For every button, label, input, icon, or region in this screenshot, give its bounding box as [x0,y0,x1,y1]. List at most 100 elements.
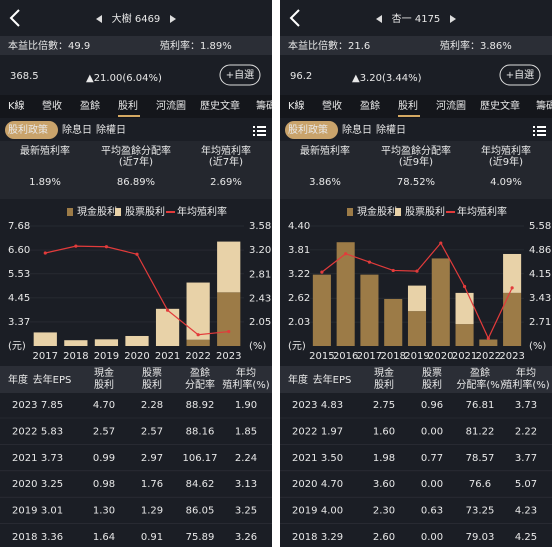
legend-swatch [446,211,455,213]
table-cell: 0.96 [421,400,443,411]
tab[interactable]: 盈餘 [360,99,380,112]
table-cell: 4.00 [321,506,343,517]
menu-dot [533,126,535,128]
watchlist-label[interactable]: +自選 [506,68,534,81]
table-cell: 4.83 [321,400,343,411]
price-change: ▲21.00(6.04%) [86,73,162,84]
table-cell: 2019 [292,506,317,517]
tab[interactable]: 河流圖 [436,99,466,112]
line-point [320,270,324,274]
tab[interactable]: 盈餘 [80,99,100,112]
table-cell: 79.03 [466,532,495,543]
subtab[interactable]: 除權日 [376,123,406,136]
line-point [486,336,490,340]
tab[interactable]: 河流圖 [156,99,186,112]
phone-panel: 大樹 6469 本益比倍數：49.9 殖利率：1.89% 368.5 ▲21.00(6.… [0,0,276,547]
subtab-pill[interactable] [285,121,338,139]
table-cell: 1.29 [141,506,163,517]
next-stock[interactable] [450,15,456,23]
table-cell: 2018 [12,532,37,543]
subtab[interactable]: 除權日 [96,123,126,136]
stat-label: 最新殖利率 [20,144,70,157]
bar-segment [503,292,522,346]
price-change: ▲3.20(3.44%) [352,73,422,84]
watchlist-button[interactable] [499,64,541,86]
phone-panel: 杏一 4175 本益比倍數：21.6 殖利率：3.86% 96.2 ▲3.20(3.44… [280,0,554,547]
table-cell: 1.97 [321,426,343,437]
table-cell: 3.50 [321,453,343,464]
watchlist-label[interactable]: +自選 [226,68,254,81]
legend-swatch [166,211,175,213]
bar-segment [384,298,403,346]
stat-value: 3.86% [309,177,341,188]
line-point [367,260,372,264]
menu-dot [533,130,535,132]
table-cell: 2.24 [235,453,257,464]
y2-tick-label: 5.58 [529,221,551,232]
stock-title: 大樹 6469 [112,12,161,25]
prev-stock[interactable] [96,15,102,23]
menu-line [537,130,546,132]
y-tick-label: 2.03 [288,317,310,328]
table-cell: 1.85 [235,426,257,437]
table-cell: 3.13 [235,479,257,490]
y-tick-label: 3.37 [8,317,30,328]
legend-label: 股票股利 [405,206,445,218]
stat-value: 86.89% [117,177,155,188]
table-cell: 88.92 [186,400,215,411]
legend-label: 年均殖利率 [177,205,227,218]
tab[interactable]: 歷史文章 [200,99,240,112]
back-button[interactable] [9,9,20,27]
x-tick-label: 2015 [309,351,334,362]
table-header-cell: 盈餘 [470,366,490,379]
subtab[interactable]: 股利政策 [288,123,328,136]
table-cell: 84.62 [186,479,215,490]
tab[interactable]: 營收 [42,99,62,112]
y-tick-label: 5.53 [8,269,30,280]
tab[interactable]: 股利 [118,100,138,112]
next-stock[interactable] [170,15,176,23]
table-cell: 0.00 [421,532,443,543]
tab[interactable]: 歷史文章 [480,99,520,112]
bar-segment [33,332,57,346]
table-cell: 3.25 [41,479,63,490]
x-tick-label: 2020 [428,351,453,362]
stat-label: (近9年) [399,155,433,168]
bar-segment [503,253,522,293]
bar-segment [479,339,498,346]
stats-box [280,141,552,199]
subtab[interactable]: 除息日 [342,123,372,136]
back-button[interactable] [289,9,300,27]
tab[interactable]: 籌碼 [536,99,554,112]
x-tick-label: 2018 [380,351,405,362]
subtab-pill[interactable] [5,121,58,139]
tab[interactable]: 營收 [322,99,342,112]
tab[interactable]: K線 [288,99,305,112]
table-cell: 0.00 [421,426,443,437]
dividend-yield: 殖利率：1.89% [160,39,232,52]
tab-bar [0,95,272,118]
x-tick-label: 2023 [216,351,241,362]
x-tick-label: 2017 [33,351,58,362]
table-cell: 0.77 [421,453,443,464]
y2-unit: (%) [529,341,546,352]
table-cell: 2.97 [141,453,163,464]
table-cell: 0.99 [93,453,115,464]
bar-segment [360,274,379,346]
table-cell: 88.16 [186,426,215,437]
table-header-cell: 年度 [8,373,28,386]
legend-label: 股票股利 [125,206,165,218]
subtab[interactable]: 股利政策 [8,123,48,136]
subtab[interactable]: 除息日 [62,123,92,136]
table-cell: 76.81 [466,400,495,411]
panel-body: 大樹 6469 本益比倍數：49.9 殖利率：1.89% 368.5 ▲21.00(6.… [0,0,276,547]
tab[interactable]: K線 [8,99,25,112]
line-point [227,329,231,334]
stats-box [0,141,272,199]
tab[interactable]: 籌碼 [256,99,276,112]
prev-stock[interactable] [376,15,382,23]
plot [33,241,241,346]
watchlist-button[interactable] [219,64,261,86]
tab[interactable]: 股利 [398,100,418,112]
y-tick-label: 4.45 [8,293,30,304]
